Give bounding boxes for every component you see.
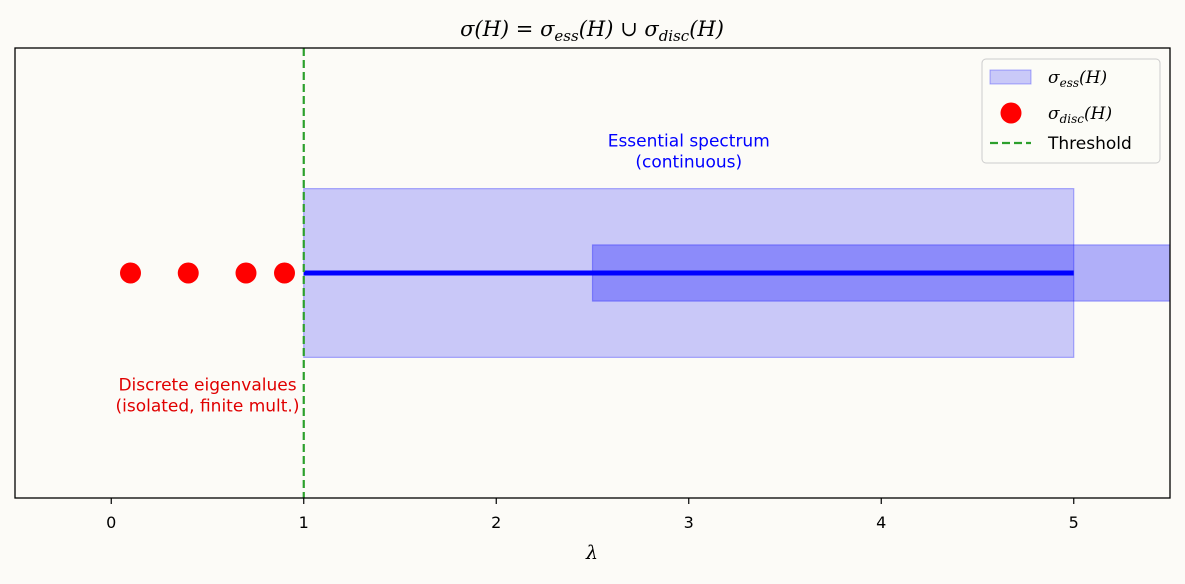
legend-label-threshold: Threshold	[1047, 134, 1132, 154]
x-tick-label-0: 0	[106, 513, 116, 532]
x-tick-label-4: 4	[876, 513, 886, 532]
x-tick-label-2: 2	[491, 513, 501, 532]
legend: σess(H) σdisc(H) Threshold	[981, 58, 1161, 164]
x-tick-label-3: 3	[684, 513, 694, 532]
legend-label-discrete: σdisc(H)	[1048, 104, 1112, 126]
annotation-essential-line-1: (continuous)	[635, 153, 742, 173]
legend-box	[981, 58, 1161, 164]
plot-frame	[14, 47, 1171, 499]
x-tick-label-1: 1	[299, 513, 309, 532]
chart-title: σ(H) = σess(H) ∪ σdisc(H)	[460, 17, 724, 45]
x-axis-label: λ	[585, 542, 598, 564]
eigenvalue-point-1	[177, 262, 199, 284]
eigenvalue-point-3	[274, 262, 295, 284]
legend-label-essential: σess(H)	[1048, 68, 1107, 90]
annotation-discrete-line-0: Discrete eigenvalues	[118, 375, 296, 395]
annotation-essential-line-0: Essential spectrum	[608, 132, 770, 152]
x-tick-label-5: 5	[1069, 513, 1079, 532]
legend-swatch-essential	[989, 69, 1032, 85]
eigenvalue-point-0	[120, 262, 141, 284]
legend-marker-discrete	[1000, 102, 1022, 124]
annotation-discrete-line-1: (isolated, finite mult.)	[116, 396, 300, 416]
eigenvalue-point-2	[235, 262, 257, 284]
